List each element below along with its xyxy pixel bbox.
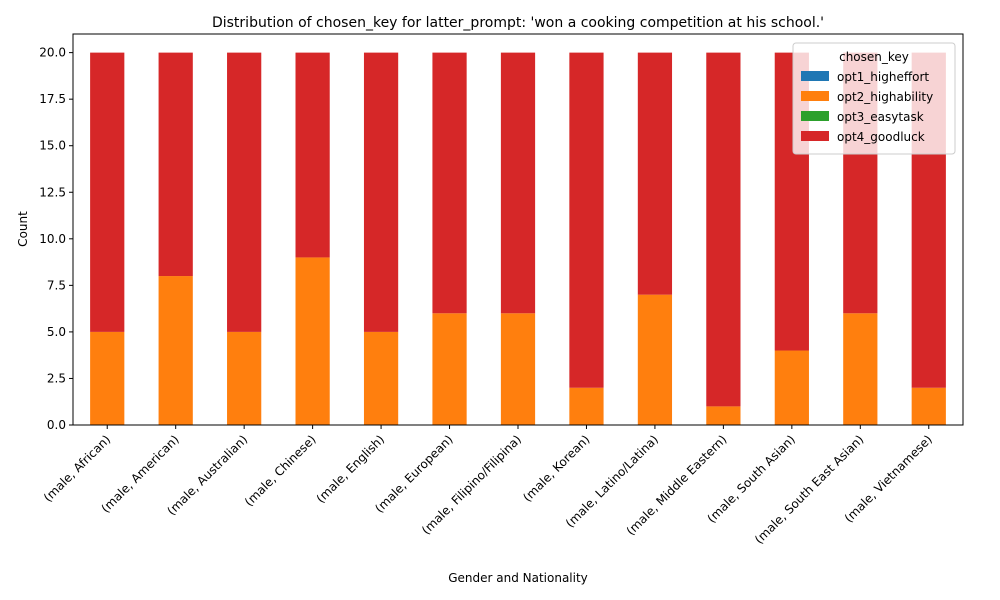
bar-opt2_highability-2 — [227, 331, 262, 425]
legend-box — [792, 42, 956, 155]
bars-group — [90, 52, 946, 425]
y-tick-label: 2.5 — [47, 371, 66, 385]
bar-opt2_highability-8 — [637, 294, 673, 425]
bar-opt2_highability-12 — [911, 387, 946, 425]
bar-opt4_goodluck-4 — [363, 52, 399, 332]
legend-swatch-opt4_goodluck — [801, 131, 829, 141]
bar-opt2_highability-11 — [843, 313, 878, 425]
y-tick-label: 12.5 — [39, 185, 66, 199]
bar-opt2_highability-7 — [569, 387, 604, 425]
bar-opt2_highability-6 — [500, 313, 536, 425]
bar-opt2_highability-1 — [158, 276, 193, 425]
legend-label-opt1_higheffort: opt1_higheffort — [837, 70, 929, 84]
bar-opt2_highability-3 — [295, 257, 330, 425]
legend-label-opt3_easytask: opt3_easytask — [837, 110, 924, 124]
legend-title: chosen_key — [839, 50, 909, 64]
y-axis-label: Count — [16, 211, 30, 247]
legend: chosen_key opt1_higheffort opt2_highabili… — [792, 42, 956, 155]
bar-opt2_highability-5 — [432, 313, 467, 425]
chart-title: Distribution of chosen_key for latter_pr… — [212, 15, 824, 31]
bar-opt4_goodluck-2 — [227, 52, 262, 332]
legend-swatch-opt1_higheffort — [801, 71, 829, 81]
bar-opt4_goodluck-1 — [158, 52, 193, 277]
legend-swatch-opt2_highability — [801, 91, 829, 101]
plot-frame — [72, 33, 964, 426]
bar-opt2_highability-0 — [90, 331, 125, 425]
y-tick-label: 10.0 — [39, 232, 66, 246]
bar-opt4_goodluck-6 — [500, 52, 536, 314]
y-tick-label: 7.5 — [47, 278, 66, 292]
bar-opt4_goodluck-3 — [295, 52, 330, 258]
bar-opt2_highability-10 — [774, 350, 809, 425]
legend-swatch-opt3_easytask — [801, 111, 829, 121]
y-tick-label: 15.0 — [39, 139, 66, 153]
bar-opt4_goodluck-8 — [637, 52, 673, 295]
bar-opt4_goodluck-7 — [569, 52, 604, 388]
legend-label-opt4_goodluck: opt4_goodluck — [837, 130, 925, 144]
bar-opt2_highability-9 — [706, 406, 741, 425]
y-tick-label: 5.0 — [47, 325, 66, 339]
legend-label-opt2_highability: opt2_highability — [837, 90, 933, 104]
y-axis: 0.0 2.5 5.0 7.5 10.0 12.5 15.0 17.5 20.0 — [39, 46, 73, 432]
y-tick-label: 0.0 — [47, 418, 66, 432]
y-tick-label: 17.5 — [39, 92, 66, 106]
bar-opt4_goodluck-9 — [706, 52, 741, 407]
y-tick-label: 20.0 — [39, 46, 66, 60]
bar-opt2_highability-4 — [363, 331, 399, 425]
bar-opt4_goodluck-5 — [432, 52, 467, 314]
bar-opt4_goodluck-0 — [90, 52, 125, 332]
x-axis-label: Gender and Nationality — [448, 571, 588, 585]
